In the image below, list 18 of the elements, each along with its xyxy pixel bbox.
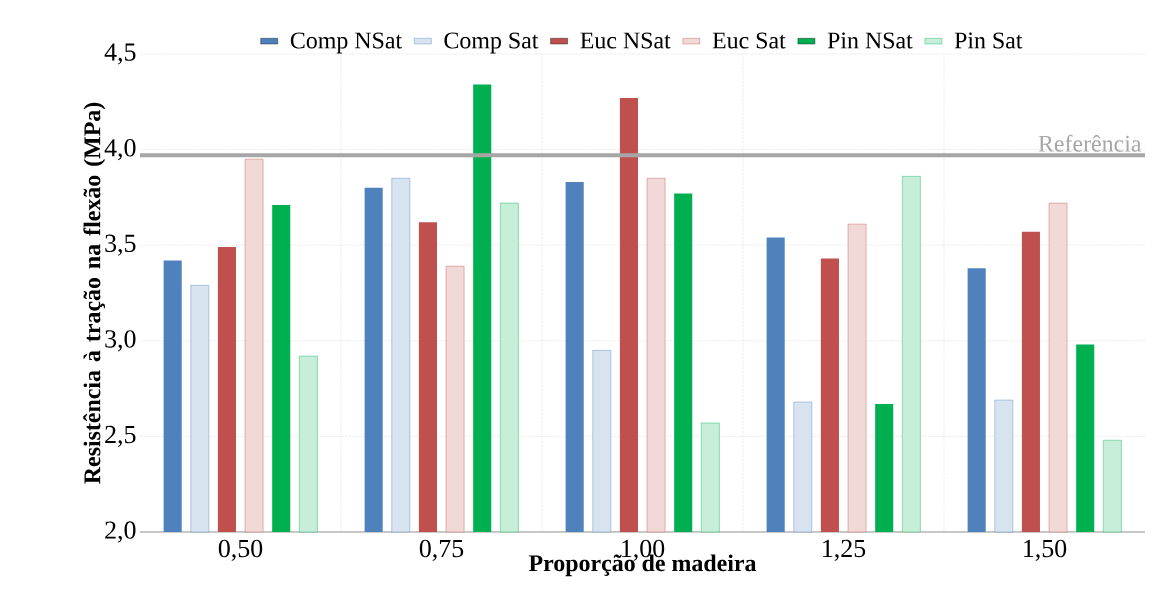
legend-label: Comp NSat — [290, 32, 402, 54]
y-tick-label: 2,0 — [105, 521, 136, 543]
legend-label: Pin NSat — [827, 32, 913, 49]
y-axis-title: Resistência à tração na flexão (MPa) — [83, 102, 106, 484]
y-tick-label: 3,0 — [105, 330, 136, 352]
legend-label: Euc Sat — [712, 32, 786, 49]
y-tick-label: 3,5 — [105, 234, 136, 256]
ref-line-label: Referência — [1038, 134, 1142, 152]
y-tick-label: 4,0 — [104, 138, 136, 161]
y-tick-label: 2,5 — [105, 425, 136, 447]
y-tick-label: 4,5 — [104, 43, 136, 65]
x-tick-label: 0,75 — [419, 539, 464, 561]
legend-label: Pin Sat — [954, 32, 1023, 49]
x-tick-label: 1,25 — [823, 539, 866, 561]
legend-label: Euc NSat — [580, 32, 671, 49]
legend-label: Comp Sat — [444, 32, 539, 54]
x-tick-label: 0,50 — [218, 539, 263, 561]
x-tick-label: 1,50 — [1024, 539, 1067, 561]
